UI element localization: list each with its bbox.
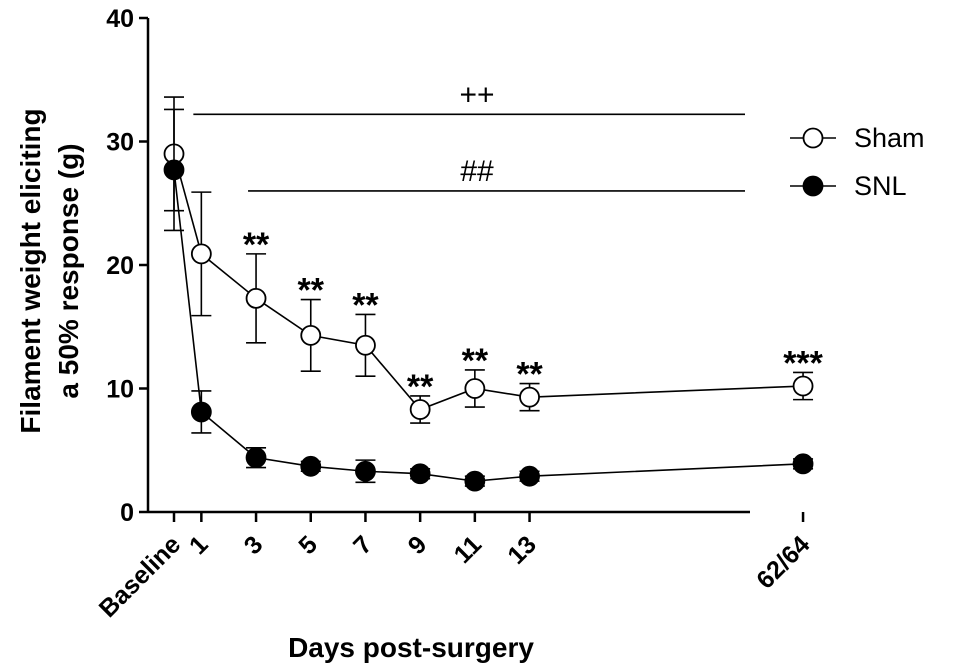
significance-label: ** bbox=[298, 272, 325, 310]
series bbox=[163, 96, 814, 492]
x-tick-label: Baseline bbox=[94, 530, 187, 623]
significance-label: ** bbox=[516, 356, 543, 394]
x-tick-label: 7 bbox=[348, 530, 378, 560]
legend-marker bbox=[802, 175, 824, 197]
x-tick-label: 5 bbox=[293, 530, 323, 560]
series-snl bbox=[163, 108, 814, 492]
x-tick-label: 13 bbox=[502, 530, 541, 569]
y-tick-label: 10 bbox=[106, 376, 134, 404]
data-point bbox=[519, 386, 540, 408]
y-axis-title: Filament weight eliciting a 50% response … bbox=[15, 108, 84, 433]
y-tick-label: 20 bbox=[106, 252, 134, 280]
x-tick-label: 11 bbox=[449, 530, 488, 569]
significance-label: ** bbox=[407, 368, 434, 406]
y-axis-title-line: Filament weight eliciting bbox=[15, 108, 46, 433]
data-point bbox=[190, 401, 212, 423]
data-point bbox=[464, 470, 486, 492]
data-point bbox=[300, 324, 322, 346]
significance-label: ** bbox=[243, 226, 270, 264]
series-line bbox=[173, 153, 804, 411]
legend-label: SNL bbox=[854, 171, 907, 201]
significance-label: ** bbox=[352, 286, 379, 324]
data-point bbox=[355, 460, 376, 482]
legend-item: SNL bbox=[790, 171, 907, 201]
x-tick-label: 1 bbox=[184, 530, 214, 560]
data-point bbox=[245, 447, 267, 469]
significance-markers: **** ****** ** *** bbox=[243, 226, 824, 406]
significance-label: ** bbox=[462, 342, 489, 380]
legend-label: Sham bbox=[854, 123, 925, 153]
series-line bbox=[173, 169, 804, 482]
annotation-label: ++ bbox=[459, 78, 494, 111]
data-point bbox=[792, 453, 814, 475]
x-tick-label: 3 bbox=[239, 530, 269, 560]
x-axis-title: Days post-surgery bbox=[288, 632, 534, 663]
legend: Sham SNL bbox=[790, 123, 925, 201]
y-tick-label: 40 bbox=[106, 5, 134, 33]
data-point bbox=[519, 465, 540, 487]
data-point bbox=[190, 243, 212, 265]
y-axis-title-line: a 50% response (g) bbox=[53, 143, 84, 398]
legend-item: Sham bbox=[790, 123, 925, 153]
data-point bbox=[245, 287, 267, 309]
data-point bbox=[409, 463, 431, 485]
x-tick-label: 62/64 bbox=[751, 530, 815, 594]
y-tick-label: 0 bbox=[120, 499, 134, 527]
data-point bbox=[355, 334, 376, 356]
legend-marker bbox=[802, 127, 824, 149]
data-point bbox=[464, 378, 486, 399]
x-tick-label: 9 bbox=[403, 530, 433, 560]
data-point bbox=[300, 455, 322, 477]
significance-label: *** bbox=[783, 344, 823, 382]
data-point bbox=[163, 159, 185, 181]
annotation-label: ## bbox=[460, 155, 494, 188]
data-point bbox=[409, 399, 431, 420]
y-tick-label: 30 bbox=[106, 129, 134, 157]
data-point bbox=[792, 375, 814, 397]
annotations: ++ ## bbox=[193, 78, 745, 192]
